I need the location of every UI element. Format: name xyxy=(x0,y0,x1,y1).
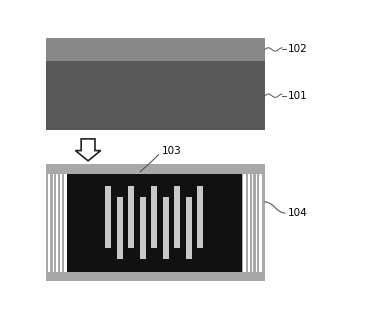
Text: 103: 103 xyxy=(161,146,181,156)
Bar xyxy=(66,174,242,186)
Bar xyxy=(246,174,248,271)
Bar xyxy=(128,186,134,248)
Bar xyxy=(66,174,242,271)
Bar xyxy=(174,186,180,248)
Bar xyxy=(46,38,265,61)
Bar xyxy=(46,61,265,131)
Bar xyxy=(50,174,53,271)
Bar xyxy=(58,174,60,271)
Bar xyxy=(116,197,123,259)
Bar xyxy=(162,197,169,259)
Bar xyxy=(66,259,242,271)
Text: 104: 104 xyxy=(288,208,308,218)
Text: 101: 101 xyxy=(288,91,308,101)
Text: 102: 102 xyxy=(288,45,308,54)
Bar xyxy=(243,174,262,271)
Bar xyxy=(253,174,256,271)
Bar xyxy=(139,197,146,259)
Bar xyxy=(48,174,66,271)
Bar xyxy=(186,197,192,259)
Polygon shape xyxy=(75,139,101,161)
Bar xyxy=(54,174,56,271)
Bar xyxy=(250,174,252,271)
Bar xyxy=(197,186,203,248)
Bar xyxy=(257,174,259,271)
Bar xyxy=(62,174,64,271)
Bar xyxy=(46,164,265,281)
Bar xyxy=(151,186,157,248)
Bar xyxy=(105,186,111,248)
